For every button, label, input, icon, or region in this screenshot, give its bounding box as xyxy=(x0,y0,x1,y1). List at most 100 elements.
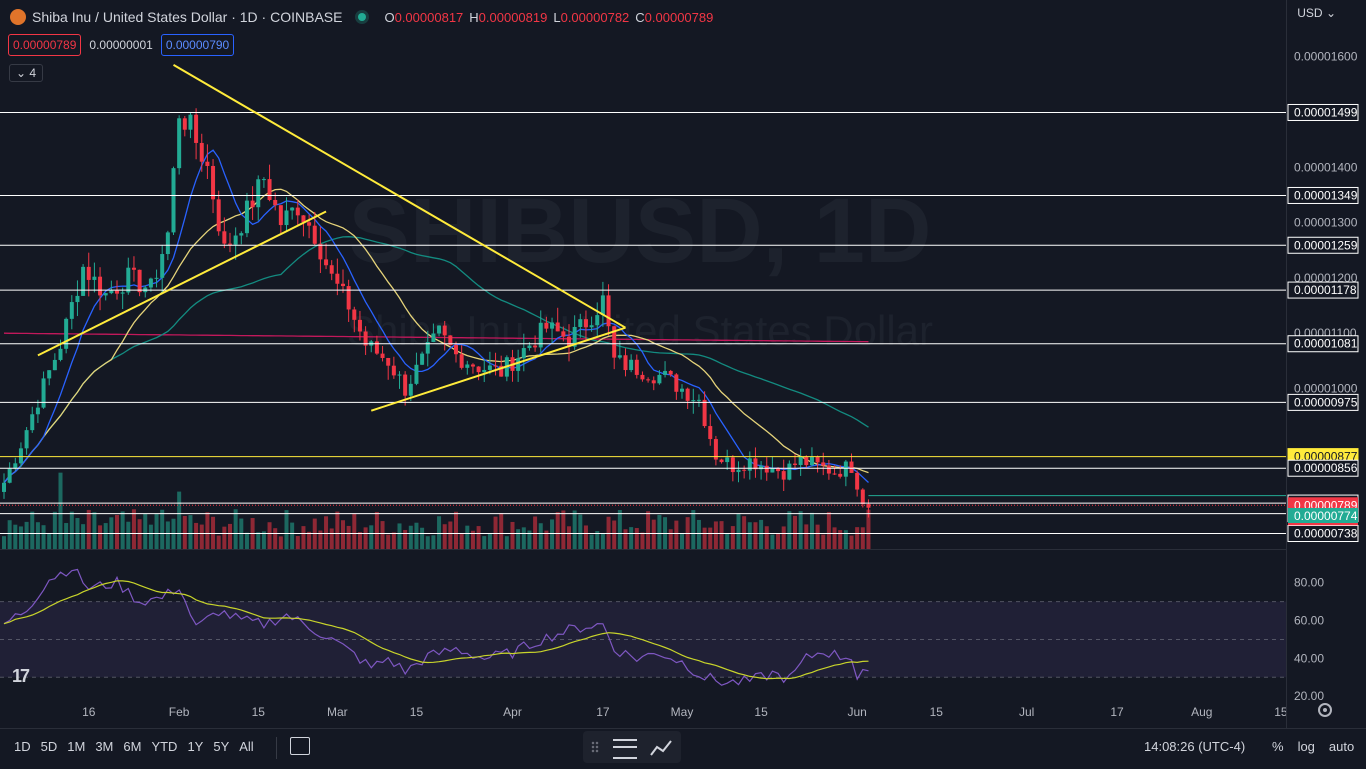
volume-bar xyxy=(329,528,334,549)
currency-select[interactable]: USD ⌄ xyxy=(1297,6,1336,20)
candle-body xyxy=(691,400,696,402)
candle-body xyxy=(448,335,453,346)
volume-bar xyxy=(832,527,837,549)
tradingview-logo-icon[interactable]: 17 xyxy=(12,666,30,686)
candle-body xyxy=(52,359,57,371)
candle-body xyxy=(177,118,182,169)
volume-bar xyxy=(64,523,69,549)
candle-body xyxy=(216,199,221,232)
candle-body xyxy=(668,370,673,375)
volume-bar xyxy=(273,528,278,549)
trade-boxes: 0.00000789 0.00000001 0.00000790 xyxy=(8,34,235,56)
volume-bar xyxy=(81,524,86,549)
indicators-toggle[interactable]: ⌄ 4 xyxy=(9,64,44,82)
candle-body xyxy=(612,326,617,358)
range-5d[interactable]: 5D xyxy=(40,739,58,754)
candle-body xyxy=(109,290,114,294)
volume-bar xyxy=(13,524,18,549)
volume-bar xyxy=(420,527,425,549)
candle-body xyxy=(578,319,583,327)
candle-body xyxy=(764,465,769,473)
volume-bar xyxy=(177,491,182,549)
volume-bar xyxy=(623,529,628,549)
pane-separator[interactable] xyxy=(0,549,1286,550)
candle-body xyxy=(374,341,379,354)
candle-body xyxy=(98,276,103,296)
range-3m[interactable]: 3M xyxy=(95,739,114,754)
volume-bar xyxy=(651,519,656,549)
low-marker-box xyxy=(1288,508,1358,523)
ohlc-values: O0.00000817 H0.00000819 L0.00000782 C0.0000… xyxy=(384,9,719,25)
candle-body xyxy=(81,266,86,296)
candle-body xyxy=(742,469,747,471)
time-tick-label: 16 xyxy=(82,705,96,719)
volume-bar xyxy=(98,525,103,549)
volume-bar xyxy=(860,527,865,549)
candle-body xyxy=(442,325,447,336)
candle-body xyxy=(154,277,159,279)
calendar-icon[interactable] xyxy=(290,737,310,755)
level-label-box xyxy=(1287,281,1359,299)
candle-body xyxy=(75,295,80,303)
scale-log[interactable]: log xyxy=(1297,739,1315,754)
range-5y[interactable]: 5Y xyxy=(213,739,230,754)
volume-bar xyxy=(578,514,583,549)
range-1y[interactable]: 1Y xyxy=(187,739,204,754)
time-tick-label: Apr xyxy=(503,705,522,719)
gear-icon[interactable] xyxy=(1318,703,1332,717)
spread-value: 0.00000001 xyxy=(89,38,153,52)
candle-body xyxy=(47,370,52,379)
curve-icon[interactable] xyxy=(649,739,673,757)
volume-bar xyxy=(504,536,509,549)
trendline xyxy=(172,64,627,329)
time-tick-label: Jul xyxy=(1019,705,1034,719)
candle-body xyxy=(713,439,718,460)
sell-button[interactable]: 0.00000789 xyxy=(8,34,82,56)
level-label: 0.00001349 xyxy=(1294,188,1358,202)
rsi-tick-label: 20.00 xyxy=(1294,689,1324,703)
price-chart[interactable]: SHIBUSD, 1D Shiba Inu / United States Dol… xyxy=(0,0,1366,728)
candle-body xyxy=(69,302,74,319)
level-label-box xyxy=(1287,459,1359,477)
volume-bar xyxy=(341,520,345,549)
volume-bar xyxy=(843,530,848,549)
volume-bar xyxy=(335,511,340,549)
volume-bar xyxy=(809,512,814,549)
candle-body xyxy=(538,322,543,348)
candle-body xyxy=(290,207,295,211)
drag-handle-icon[interactable] xyxy=(591,741,599,753)
volume-bar xyxy=(555,512,560,549)
volume-bar xyxy=(747,522,752,549)
range-1m[interactable]: 1M xyxy=(67,739,86,754)
buy-button[interactable]: 0.00000790 xyxy=(160,34,235,56)
candle-body xyxy=(137,269,142,293)
level-label-box xyxy=(1287,335,1359,353)
volume-bar xyxy=(301,526,306,549)
candle-body xyxy=(171,168,176,233)
volume-bar xyxy=(357,532,362,549)
range-1d[interactable]: 1D xyxy=(14,739,31,754)
volume-bar xyxy=(544,530,549,549)
range-6m[interactable]: 6M xyxy=(123,739,142,754)
volume-bar xyxy=(211,516,216,549)
candle-body xyxy=(346,286,351,310)
clock[interactable]: 14:08:26 (UTC-4) xyxy=(1144,739,1246,754)
candle-body xyxy=(278,205,283,226)
range-ytd[interactable]: YTD xyxy=(151,739,178,754)
candle-body xyxy=(267,179,272,200)
symbol-title[interactable]: Shiba Inu / United States Dollar · 1D · … xyxy=(32,9,343,25)
volume-bar xyxy=(92,512,97,549)
scale-auto[interactable]: auto xyxy=(1328,739,1355,754)
candle-body xyxy=(7,468,12,483)
list-icon[interactable] xyxy=(613,739,637,759)
range-all[interactable]: All xyxy=(239,739,254,754)
time-tick-label: Mar xyxy=(327,705,348,719)
volume-bar xyxy=(567,526,571,549)
volume-bar xyxy=(7,520,12,549)
volume-bar xyxy=(742,516,747,549)
scale-percent[interactable]: % xyxy=(1272,739,1284,754)
candle-body xyxy=(205,161,210,166)
volume-bar xyxy=(41,525,46,549)
time-tick-label: 15 xyxy=(252,705,266,719)
